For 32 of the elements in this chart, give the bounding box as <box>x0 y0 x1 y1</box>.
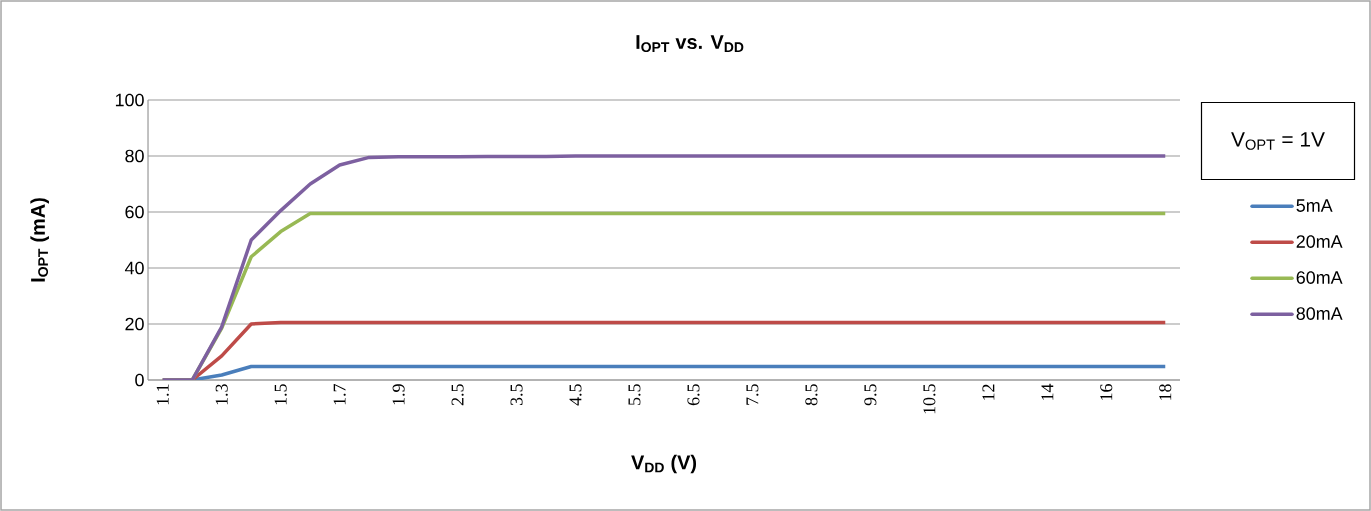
x-tick-label: 16 <box>1100 384 1113 400</box>
legend-title: V$_{OPT}$ = 1V <box>1231 132 1325 150</box>
chart-title: I$_{OPT}$ vs. V$_{DD}$ <box>636 35 744 53</box>
y-tick-label: 100 <box>115 93 144 107</box>
x-tick-label: 1.9 <box>392 384 405 405</box>
y-tick-label: 0 <box>135 373 144 387</box>
x-tick-label: 9.5 <box>864 384 877 406</box>
y-tick-label: 20 <box>125 317 144 331</box>
x-tick-label: 8.5 <box>805 384 818 406</box>
x-tick-label: 3.5 <box>510 384 523 406</box>
y-tick-label: 80 <box>125 149 144 163</box>
legend-label: 20mA <box>1296 235 1343 248</box>
x-tick-label: 14 <box>1041 383 1054 400</box>
x-tick-label: 2.5 <box>451 384 464 406</box>
legend-label: 80mA <box>1296 307 1343 320</box>
x-tick-label: 7.5 <box>746 384 759 405</box>
legend-label: 5mA <box>1296 199 1333 212</box>
y-tick-label: 40 <box>124 261 144 275</box>
x-tick-label: 1.3 <box>215 384 228 405</box>
x-tick-label: 5.5 <box>628 384 641 405</box>
y-axis-title: I$_{OPT}$ (mA) <box>30 198 49 282</box>
legend-label: 60mA <box>1296 271 1343 284</box>
x-tick-label: 6.5 <box>687 384 700 406</box>
x-tick-label: 12 <box>982 384 995 400</box>
x-tick-label: 18 <box>1159 384 1172 400</box>
x-tick-label: 10.5 <box>923 384 936 414</box>
x-tick-label: 1.7 <box>333 384 346 405</box>
x-tick-label: 4.5 <box>569 384 582 406</box>
y-tick-label: 60 <box>125 205 144 219</box>
x-tick-label: 1.5 <box>274 384 287 405</box>
x-tick-label: 1.1 <box>156 384 169 405</box>
x-axis-title: V$_{DD}$ (V) <box>631 454 697 474</box>
